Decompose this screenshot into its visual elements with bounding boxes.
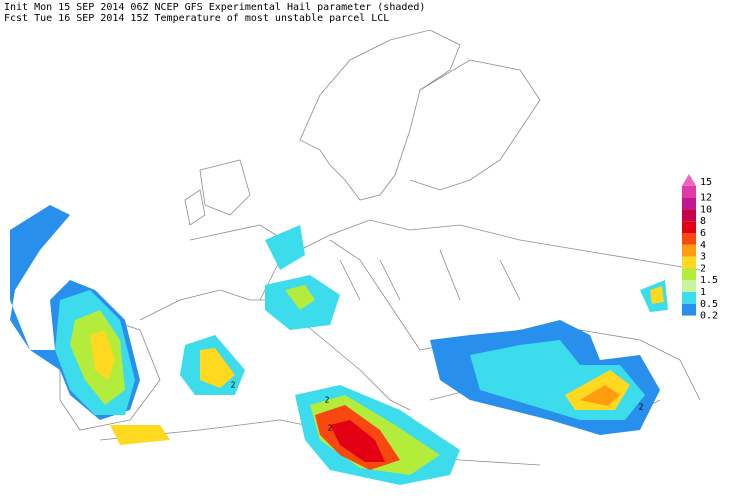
legend-swatch: [682, 209, 696, 222]
legend-label: 2: [700, 263, 706, 274]
hail-shading: [10, 205, 668, 485]
header-line: Fcst Tue 16 SEP 2014 15Z Temperature of …: [4, 13, 389, 24]
legend-swatch: [682, 244, 696, 257]
legend-label: 0.5: [700, 299, 718, 310]
legend-swatch: [682, 256, 696, 269]
legend-swatch: [682, 174, 696, 186]
legend-label: 1.5: [700, 275, 718, 286]
legend-swatch: [682, 233, 696, 245]
legend-label: 4: [700, 240, 706, 251]
contour-label: 2: [325, 396, 330, 405]
legend-label: 10: [700, 204, 712, 215]
contour-label: 2: [639, 403, 644, 412]
legend-label: 12: [700, 193, 712, 204]
legend-label: 8: [700, 216, 706, 227]
header-line: Init Mon 15 SEP 2014 06Z NCEP GFS Experi…: [4, 2, 425, 13]
legend-swatch: [682, 292, 696, 304]
legend-swatch: [682, 268, 696, 281]
legend-swatch: [682, 303, 696, 316]
contour-label: 2: [231, 381, 236, 390]
legend-label: 0.2: [700, 311, 718, 322]
legend-label: 15: [700, 177, 712, 188]
legend-swatch: [682, 197, 696, 210]
contour-label: 2: [328, 424, 333, 433]
legend-label: 6: [700, 228, 706, 239]
legend-label: 3: [700, 252, 706, 263]
legend-swatch: [682, 185, 696, 198]
legend-swatch: [682, 221, 696, 233]
contour-labels: 2 2 2 2: [231, 381, 644, 433]
legend-label: 1: [700, 287, 706, 298]
legend-swatch: [682, 280, 696, 292]
